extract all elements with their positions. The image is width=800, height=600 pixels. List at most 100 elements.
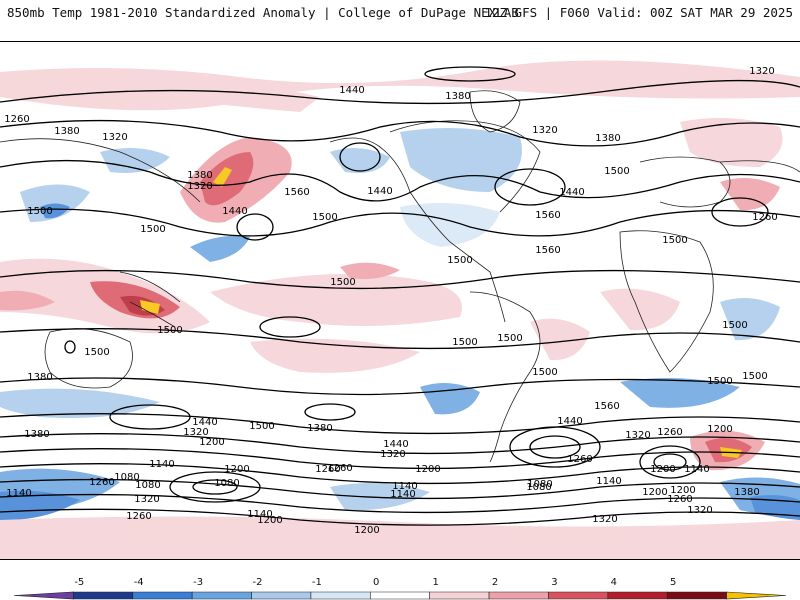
colorbar-swatch — [251, 591, 312, 600]
contour-label: 1500 — [532, 367, 557, 378]
contour-label: 1260 — [315, 464, 340, 475]
contour-label: 1500 — [330, 277, 355, 288]
contour-label: 1380 — [27, 372, 52, 383]
contour-label: 1320 — [532, 125, 557, 136]
contour-label: 1560 — [535, 210, 560, 221]
contour-label: 1140 — [149, 459, 174, 470]
contour-label: 1260 — [667, 494, 692, 505]
contour-label: 1320 — [102, 132, 127, 143]
contour-label: 1500 — [249, 421, 274, 432]
anomaly-colorbar: -5 -4 -3 -2 -1 0 1 2 3 4 5 — [13, 577, 787, 600]
contour-label: 1320 — [187, 181, 212, 192]
contour-label: 1200 — [257, 515, 282, 526]
colorbar-tick-label: 4 — [611, 577, 617, 588]
colorbar-tick-label: -1 — [312, 577, 322, 588]
colorbar-tick-label: -2 — [252, 577, 262, 588]
colorbar-swatch — [607, 591, 668, 600]
contour-label: 1500 — [707, 376, 732, 387]
contour-label: 1440 — [383, 439, 408, 450]
contour-label: 1320 — [134, 494, 159, 505]
contour-label: 1320 — [687, 505, 712, 516]
colorbar-swatch — [666, 591, 727, 600]
contour-label: 1440 — [339, 85, 364, 96]
map-title: 850mb Temp 1981-2010 Standardized Anomal… — [7, 5, 519, 20]
contour-label: 1500 — [662, 235, 687, 246]
contour-label: 1500 — [312, 212, 337, 223]
contour-label: 1380 — [445, 91, 470, 102]
contour-label: 1380 — [307, 423, 332, 434]
contour-label: 1200 — [642, 487, 667, 498]
contour-label: 1500 — [497, 333, 522, 344]
contour-label: 1260 — [4, 114, 29, 125]
contour-label: 1260 — [327, 463, 352, 474]
contour-label: 1380 — [734, 487, 759, 498]
colorbar-tick-label: 1 — [432, 577, 438, 588]
model-valid-time: 12Z GFS | F060 Valid: 00Z SAT MAR 29 202… — [484, 5, 793, 20]
contour-label: 1440 — [559, 187, 584, 198]
contour-label: 1380 — [54, 126, 79, 137]
contour-label: 1320 — [749, 66, 774, 77]
contour-label: 1080 — [135, 480, 160, 491]
contour-label: 1260 — [567, 454, 592, 465]
contour-label: 1140 — [390, 489, 415, 500]
colorbar-swatch — [13, 591, 74, 600]
colorbar-tick-label: 3 — [551, 577, 557, 588]
contour-label: 1140 — [247, 509, 272, 520]
contour-label: 1320 — [625, 430, 650, 441]
contour-label: 1440 — [557, 416, 582, 427]
contour-label: 1260 — [752, 212, 777, 223]
contour-label: 1200 — [415, 464, 440, 475]
colorbar-tick-label: 5 — [670, 577, 676, 588]
contour-label: 1080 — [527, 479, 552, 490]
contour-label: 1200 — [670, 485, 695, 496]
height-contours — [0, 66, 800, 526]
colorbar-tick-label: -4 — [134, 577, 144, 588]
coastlines — [0, 90, 800, 463]
contour-label: 1380 — [595, 133, 620, 144]
colorbar-swatch — [488, 591, 549, 600]
contour-label: 1080 — [214, 478, 239, 489]
contour-label: 1320 — [183, 427, 208, 438]
colorbar-swatch — [726, 591, 787, 600]
contour-label: 1140 — [684, 464, 709, 475]
colorbar-swatch — [548, 591, 609, 600]
colorbar-tick-label: 0 — [373, 577, 379, 588]
colorbar-swatch — [73, 591, 134, 600]
contour-label: 1380 — [187, 170, 212, 181]
contour-label: 1260 — [89, 477, 114, 488]
contour-label: 1560 — [594, 401, 619, 412]
colorbar-swatch — [370, 591, 430, 600]
contour-label: 1320 — [592, 514, 617, 525]
contour-label: 1200 — [707, 424, 732, 435]
contour-label: 1380 — [24, 429, 49, 440]
colorbar-swatch — [310, 591, 371, 600]
colorbar-swatch — [429, 591, 490, 600]
contour-label: 1440 — [222, 206, 247, 217]
colorbar-tick-label: -5 — [74, 577, 84, 588]
contour-label: 1200 — [354, 525, 379, 536]
contour-label: 1500 — [742, 371, 767, 382]
contour-label: 1080 — [526, 482, 551, 493]
contour-label: 1500 — [452, 337, 477, 348]
contour-label: 1500 — [604, 166, 629, 177]
contour-label: 1500 — [27, 206, 52, 217]
contour-label: 1140 — [392, 481, 417, 492]
contour-label: 1500 — [140, 224, 165, 235]
contour-label: 1080 — [114, 472, 139, 483]
contour-label: 1500 — [447, 255, 472, 266]
contour-label: 1500 — [84, 347, 109, 358]
contour-label: 1260 — [126, 511, 151, 522]
colorbar-tick-label: -3 — [193, 577, 203, 588]
contour-label: 1140 — [596, 476, 621, 487]
contour-labels: 1320144013801260126013801320132013801560… — [4, 66, 777, 536]
contour-label: 1440 — [192, 417, 217, 428]
colorbar-swatch — [191, 591, 252, 600]
anomaly-map: 1320144013801260126013801320132013801560… — [0, 41, 800, 560]
contour-label: 1200 — [224, 464, 249, 475]
colorbar-tick-label: 2 — [492, 577, 498, 588]
colorbar-swatch — [132, 591, 193, 600]
contour-label: 1140 — [6, 488, 31, 499]
contour-label: 1500 — [157, 325, 182, 336]
contour-label: 1260 — [657, 427, 682, 438]
contour-label: 1200 — [650, 464, 675, 475]
